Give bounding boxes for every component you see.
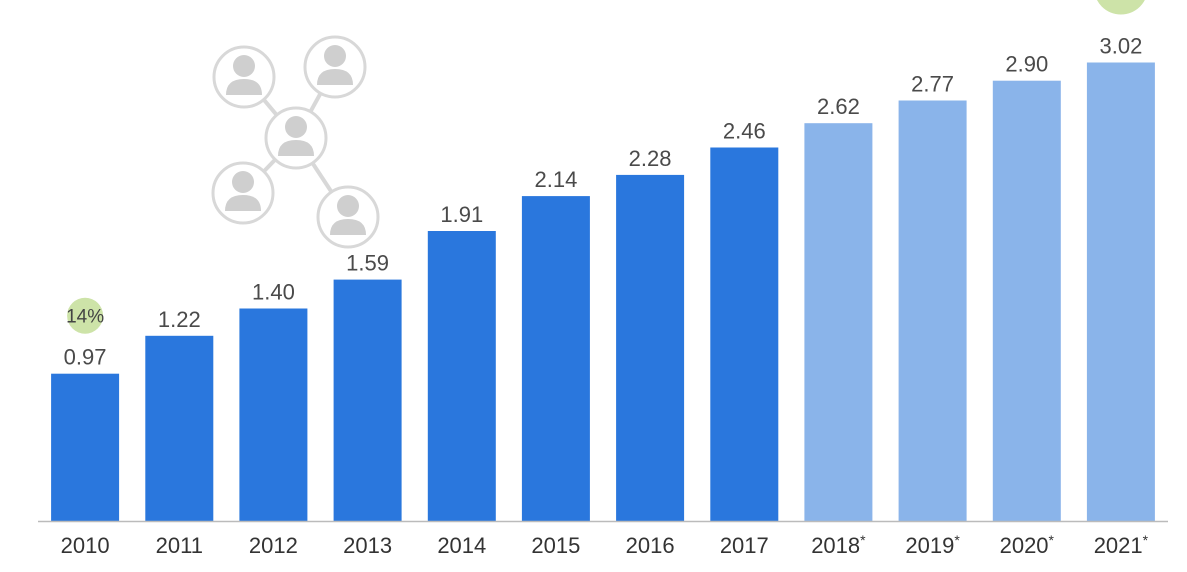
x-tick-label: 2016: [626, 533, 675, 558]
x-tick-label: 2017: [720, 533, 769, 558]
x-tick-labels-layer: 2010 2011 2012 2013 2014 2015 2016 2017 2018* 201…: [61, 532, 1149, 558]
bar-2013: [333, 279, 402, 521]
bar-value-label: 1.22: [158, 307, 201, 332]
x-tick-label: 2012: [249, 533, 298, 558]
x-tick-label: 2020*: [1000, 532, 1055, 558]
x-tick-label: 2021*: [1094, 532, 1149, 558]
x-tick-label: 2011: [156, 533, 203, 558]
x-tick-label: 2015: [531, 533, 580, 558]
bar-value-label: 0.97: [64, 345, 107, 370]
x-tick-label: 2018*: [811, 532, 866, 558]
bar-value-label: 2.77: [911, 72, 954, 97]
bar-2011: [145, 335, 214, 521]
person-icon: [303, 35, 367, 99]
x-tick-label: 2014: [437, 533, 486, 558]
bar-2020-forecast: [992, 80, 1061, 521]
bar-2016: [616, 174, 685, 521]
bar-value-label: 2.46: [723, 119, 766, 144]
bar-value-label: 1.40: [252, 280, 295, 305]
bar-2021-forecast: [1086, 62, 1155, 521]
value-labels-layer: 0.97 1.22 1.40 1.59 1.91 2.14 2.28 2.46 2.62 2.77…: [64, 34, 1143, 370]
person-icon: [316, 185, 380, 249]
badge-circle: [1096, 0, 1145, 15]
bar-value-label: 2.62: [817, 94, 860, 119]
bar-value-label: 2.90: [1005, 52, 1048, 77]
x-tick-label: 2013: [343, 533, 392, 558]
bar-value-label: 3.02: [1099, 34, 1142, 59]
bar-value-label: 2.28: [629, 146, 672, 171]
person-icon: [264, 106, 328, 170]
badge-circle: [67, 297, 104, 334]
bar-2010: [51, 373, 120, 521]
bar-2017: [710, 147, 779, 521]
growth-badge: 14%: [66, 297, 104, 334]
bar-2019-forecast: [898, 100, 967, 521]
bar-value-label: 2.14: [534, 167, 577, 192]
person-icon: [212, 45, 276, 109]
annotations-layer: 14% 38%: [66, 0, 1145, 334]
bar-value-label: 1.91: [440, 202, 483, 227]
bar-2015: [521, 196, 590, 521]
bars-layer: [51, 62, 1155, 521]
person-icon: [211, 161, 275, 225]
x-tick-label: 2019*: [905, 532, 960, 558]
bar-value-label: 1.59: [346, 251, 389, 276]
bar-2014: [427, 231, 496, 521]
x-tick-label: 2010: [61, 533, 110, 558]
growth-badge: 38%: [1096, 0, 1145, 15]
badge-text: 14%: [66, 307, 104, 328]
bar-2012: [239, 308, 308, 521]
social-network-icon: [211, 35, 380, 249]
bar-2018-forecast: [804, 123, 873, 521]
